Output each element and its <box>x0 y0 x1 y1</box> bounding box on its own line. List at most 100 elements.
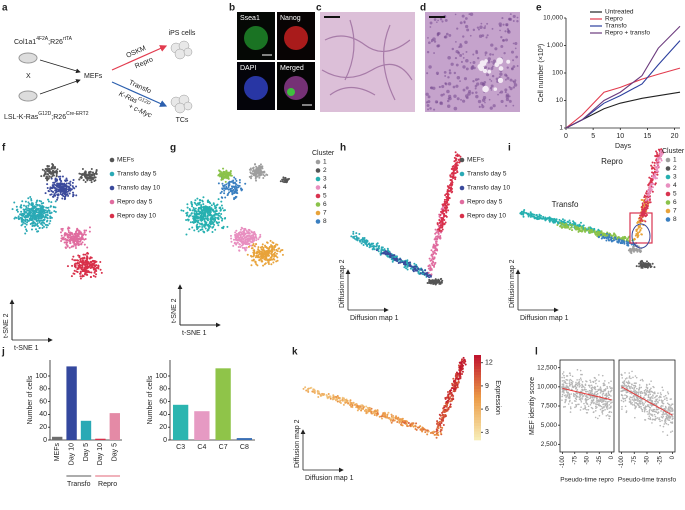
cell-point <box>400 262 402 264</box>
nucleus <box>492 54 494 56</box>
nucleus <box>471 67 474 70</box>
cell-point <box>268 259 270 261</box>
cell-point <box>46 226 48 228</box>
cell-point <box>653 164 655 166</box>
cell-point <box>446 216 448 218</box>
cell-point <box>613 232 615 234</box>
cell-point <box>638 226 640 228</box>
nucleus <box>448 82 451 85</box>
cell-point <box>654 176 656 178</box>
nucleus <box>484 25 486 27</box>
cell-point <box>240 229 242 231</box>
histology-image <box>320 12 415 112</box>
nucleus <box>490 67 493 70</box>
cell-point <box>209 222 211 224</box>
cell-point <box>49 223 51 225</box>
cell-point <box>59 189 61 191</box>
cell-point <box>185 234 187 236</box>
nucleus <box>429 107 432 110</box>
cell-point <box>390 255 392 257</box>
cell-point <box>577 231 579 233</box>
cell-point <box>611 237 613 239</box>
cell-point <box>638 263 640 265</box>
panel-label: j <box>1 347 5 358</box>
cell-point <box>53 184 55 186</box>
cell-point <box>403 422 405 424</box>
nucleus <box>439 86 441 88</box>
nucleus <box>453 94 456 97</box>
cell-point <box>37 204 39 206</box>
panel-label: b <box>229 3 235 14</box>
stain <box>244 76 268 100</box>
cell-point <box>525 212 527 214</box>
nucleus <box>447 105 450 108</box>
cell-point <box>191 202 193 204</box>
cell-point <box>230 173 232 175</box>
cell-point <box>607 238 609 240</box>
cell-point <box>71 265 73 267</box>
nucleus <box>511 51 514 54</box>
nucleus <box>472 53 474 55</box>
nucleus <box>465 17 468 20</box>
cell-point <box>424 431 426 433</box>
cell-point <box>429 264 431 266</box>
nucleus <box>436 72 439 75</box>
cell-point <box>52 182 54 184</box>
cell-point <box>48 168 50 170</box>
cell-point <box>89 258 91 260</box>
cell-point <box>216 222 218 224</box>
cell-point <box>537 216 539 218</box>
cell-point <box>636 222 638 224</box>
nucleus <box>433 52 435 54</box>
cell-point <box>436 244 438 246</box>
nucleus <box>430 22 433 25</box>
cell-point <box>645 204 647 206</box>
panel-label: g <box>170 143 176 154</box>
cell-point <box>257 167 259 169</box>
cell-point <box>220 179 222 181</box>
panel-label: k <box>292 347 298 358</box>
nucleus <box>504 30 506 32</box>
cell-point <box>422 271 424 273</box>
cell-point <box>394 258 396 260</box>
cell-point <box>219 173 221 175</box>
cell-point <box>69 242 71 244</box>
cell-point <box>94 261 96 263</box>
cell-point <box>25 211 27 213</box>
cell-point <box>256 264 258 266</box>
cell-point <box>67 228 69 230</box>
cell-point <box>223 192 225 194</box>
nucleus <box>432 87 435 90</box>
cell-point <box>463 360 465 362</box>
cell-point <box>211 204 213 206</box>
cell-point <box>457 161 459 163</box>
cell-point <box>187 207 189 209</box>
cell-point <box>223 187 225 189</box>
cell-point <box>239 246 241 248</box>
cell-point <box>642 199 644 201</box>
cell-point <box>198 217 200 219</box>
cell-point <box>409 424 411 426</box>
cell-point <box>420 273 422 275</box>
cell-point <box>77 239 79 241</box>
nucleus <box>427 108 429 110</box>
cell-point <box>211 231 213 233</box>
nucleus <box>462 65 465 68</box>
cell-point <box>43 219 45 221</box>
cell-point <box>268 263 270 265</box>
cell-point <box>440 221 442 223</box>
cell-point <box>71 275 73 277</box>
cell-point <box>523 216 525 218</box>
cell-point <box>261 261 263 263</box>
panel-label: i <box>508 143 511 154</box>
cell-point <box>233 177 235 179</box>
cell-point <box>196 228 198 230</box>
cell-point <box>95 270 97 272</box>
cell-point <box>542 216 544 218</box>
cell-point <box>640 218 642 220</box>
cell-point <box>252 167 254 169</box>
cell-point <box>246 235 248 237</box>
cell-point <box>21 215 23 217</box>
vacuole <box>496 58 503 65</box>
cell-point <box>308 388 310 390</box>
